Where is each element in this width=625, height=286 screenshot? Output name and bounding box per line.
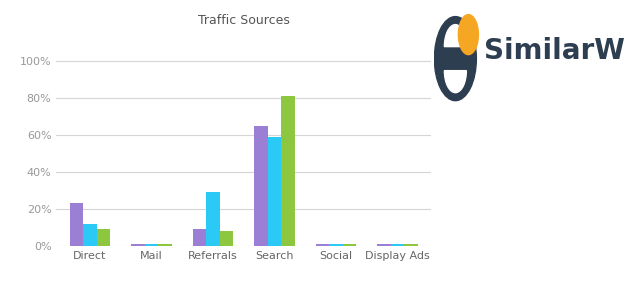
Wedge shape [444,25,466,47]
Bar [220,231,233,246]
Bar [192,229,206,246]
Bar [329,244,342,246]
Circle shape [458,15,478,55]
Bar [268,137,281,246]
Bar [70,203,83,246]
Bar [342,245,356,246]
Text: Traffic Sources: Traffic Sources [198,14,290,27]
Bar [316,244,329,246]
Bar [254,126,268,246]
Bar [131,244,145,246]
Bar [281,96,295,246]
Bar [97,229,111,246]
Bar [83,224,97,246]
Bar [404,245,418,246]
Bar [206,192,220,246]
Bar [145,245,158,246]
Bar [158,245,172,246]
Bar [391,244,404,246]
Wedge shape [444,71,466,93]
Bar [377,244,391,246]
Circle shape [434,17,476,101]
Text: SimilarWeb: SimilarWeb [484,37,625,65]
